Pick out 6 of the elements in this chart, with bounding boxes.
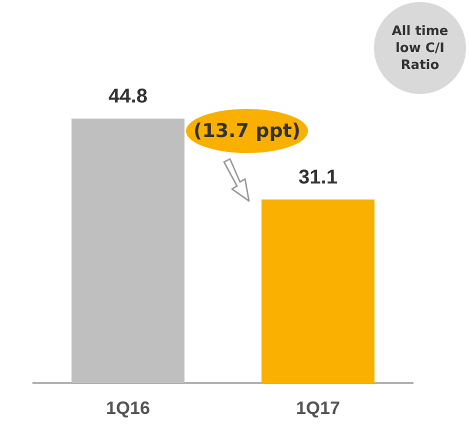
x-tick-label: 1Q16 bbox=[106, 398, 150, 418]
data-label: 31.1 bbox=[298, 166, 338, 189]
x-tick-label: 1Q17 bbox=[296, 398, 340, 418]
data-label: 44.8 bbox=[108, 86, 148, 108]
annotation: (13.7 ppt) bbox=[186, 109, 308, 153]
text: All time low C/I Ratio bbox=[374, 2, 466, 94]
